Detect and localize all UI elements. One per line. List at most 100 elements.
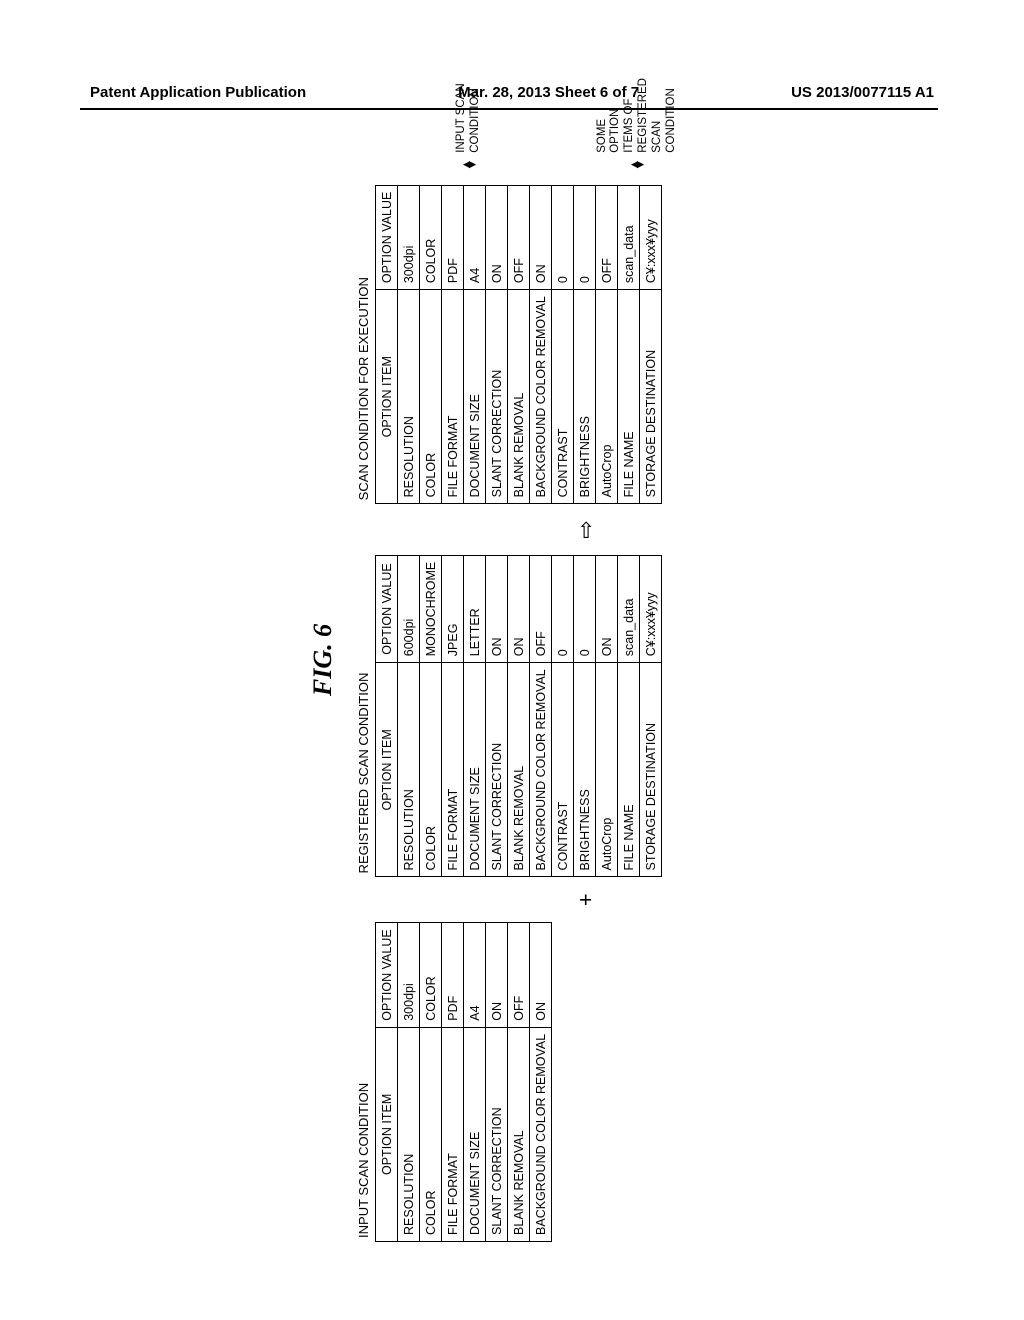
plus-icon: + [573, 891, 599, 908]
annotations: ▲ ▼ INPUT SCAN CONDITION ▲ ▼ SOME OPTION… [356, 78, 716, 171]
table-cell: A4 [464, 923, 486, 1027]
table-cell: 0 [574, 185, 596, 289]
table-registered-body: RESOLUTION600dpiCOLORMONOCHROMEFILE FORM… [398, 555, 662, 877]
table-cell: ON [486, 185, 508, 289]
table-cell: 0 [552, 185, 574, 289]
col-header: OPTION VALUE [376, 923, 398, 1027]
table-row: FILE NAMEscan_data [618, 185, 640, 504]
header-right: US 2013/0077115 A1 [791, 84, 934, 101]
table-cell: COLOR [420, 185, 442, 289]
table-cell: STORAGE DESTINATION [640, 290, 662, 504]
table-cell: CONTRAST [552, 290, 574, 504]
table-execution-block: SCAN CONDITION FOR EXECUTION OPTION ITEM… [356, 185, 662, 505]
table-cell: RESOLUTION [398, 290, 420, 504]
table-cell: PDF [442, 923, 464, 1027]
table-row: OPTION ITEM OPTION VALUE [376, 923, 398, 1242]
table-cell: BACKGROUND COLOR REMOVAL [530, 663, 552, 877]
table-cell: OFF [508, 185, 530, 289]
table-cell: BLANK REMOVAL [508, 290, 530, 504]
table-execution: OPTION ITEM OPTION VALUE RESOLUTION300dp… [375, 185, 662, 505]
table-row: RESOLUTION600dpi [398, 555, 420, 877]
table-input-block: INPUT SCAN CONDITION OPTION ITEM OPTION … [356, 922, 552, 1242]
table-row: CONTRAST0 [552, 555, 574, 877]
table-cell: BLANK REMOVAL [508, 1027, 530, 1241]
table-row: BACKGROUND COLOR REMOVALON [530, 923, 552, 1242]
table-input-body: RESOLUTION300dpiCOLORCOLORFILE FORMATPDF… [398, 923, 552, 1242]
table-row: DOCUMENT SIZEA4 [464, 185, 486, 504]
table-row: AutoCropON [596, 555, 618, 877]
table-execution-title: SCAN CONDITION FOR EXECUTION [356, 185, 371, 505]
table-cell: 0 [552, 555, 574, 662]
table-registered: OPTION ITEM OPTION VALUE RESOLUTION600dp… [375, 555, 662, 878]
table-row: FILE NAMEscan_data [618, 555, 640, 877]
col-header: OPTION ITEM [376, 290, 398, 504]
table-cell: MONOCHROME [420, 555, 442, 662]
arrow-down-icon: ▼ [637, 159, 643, 171]
table-cell: ON [530, 923, 552, 1027]
table-cell: scan_data [618, 185, 640, 289]
table-cell: 300dpi [398, 185, 420, 289]
table-row: FILE FORMATPDF [442, 923, 464, 1242]
table-cell: BACKGROUND COLOR REMOVAL [530, 290, 552, 504]
table-cell: SLANT CORRECTION [486, 1027, 508, 1241]
table-cell: DOCUMENT SIZE [464, 290, 486, 504]
table-registered-block: REGISTERED SCAN CONDITION OPTION ITEM OP… [356, 555, 662, 878]
col-header: OPTION ITEM [376, 663, 398, 877]
table-cell: COLOR [420, 290, 442, 504]
table-cell: COLOR [420, 663, 442, 877]
col-header: OPTION VALUE [376, 185, 398, 289]
arrow-down-icon: ▼ [469, 159, 475, 171]
table-execution-body: RESOLUTION300dpiCOLORCOLORFILE FORMATPDF… [398, 185, 662, 504]
table-row: DOCUMENT SIZEA4 [464, 923, 486, 1242]
table-cell: OFF [530, 555, 552, 662]
annotation-top-text: INPUT SCAN CONDITION [455, 78, 483, 153]
bracket-icon: ▲ ▼ [463, 159, 475, 171]
table-cell: FILE FORMAT [442, 1027, 464, 1241]
annotation-bottom: ▲ ▼ SOME OPTION ITEMS OF REGISTERED SCAN… [558, 78, 716, 171]
annotation-top: ▲ ▼ INPUT SCAN CONDITION [384, 78, 554, 171]
table-cell: FILE FORMAT [442, 290, 464, 504]
table-cell: C¥:xxx¥yyy [640, 185, 662, 289]
table-cell: AutoCrop [596, 663, 618, 877]
table-row: STORAGE DESTINATIONC¥:xxx¥yyy [640, 555, 662, 877]
table-row: RESOLUTION300dpi [398, 185, 420, 504]
table-cell: STORAGE DESTINATION [640, 663, 662, 877]
table-row: COLORCOLOR [420, 185, 442, 504]
table-row: COLORCOLOR [420, 923, 442, 1242]
table-cell: PDF [442, 185, 464, 289]
table-input: OPTION ITEM OPTION VALUE RESOLUTION300dp… [375, 922, 552, 1242]
table-input-title: INPUT SCAN CONDITION [356, 922, 371, 1242]
table-cell: ON [508, 555, 530, 662]
table-cell: OFF [508, 923, 530, 1027]
table-cell: 300dpi [398, 923, 420, 1027]
table-row: STORAGE DESTINATIONC¥:xxx¥yyy [640, 185, 662, 504]
table-row: BRIGHTNESS0 [574, 185, 596, 504]
table-cell: BACKGROUND COLOR REMOVAL [530, 1027, 552, 1241]
table-cell: BRIGHTNESS [574, 663, 596, 877]
table-cell: FILE NAME [618, 290, 640, 504]
col-header: OPTION VALUE [376, 555, 398, 662]
table-row: FILE FORMATJPEG [442, 555, 464, 877]
annotation-bottom-text: SOME OPTION ITEMS OF REGISTERED SCAN CON… [596, 78, 679, 153]
table-cell: SLANT CORRECTION [486, 290, 508, 504]
table-cell: JPEG [442, 555, 464, 662]
table-cell: C¥:xxx¥yyy [640, 555, 662, 662]
table-row: OPTION ITEM OPTION VALUE [376, 185, 398, 504]
table-row: DOCUMENT SIZELETTER [464, 555, 486, 877]
table-cell: CONTRAST [552, 663, 574, 877]
table-cell: scan_data [618, 555, 640, 662]
table-row: BLANK REMOVALOFF [508, 185, 530, 504]
table-cell: AutoCrop [596, 290, 618, 504]
table-row: SLANT CORRECTIONON [486, 555, 508, 877]
table-row: SLANT CORRECTIONON [486, 923, 508, 1242]
table-cell: RESOLUTION [398, 1027, 420, 1241]
page: Patent Application Publication Mar. 28, … [0, 0, 1024, 1320]
table-registered-title: REGISTERED SCAN CONDITION [356, 555, 371, 878]
arrow-icon: ⇨ [573, 518, 599, 540]
table-cell: FILE NAME [618, 663, 640, 877]
table-row: BLANK REMOVALOFF [508, 923, 530, 1242]
table-cell: FILE FORMAT [442, 663, 464, 877]
table-row: SLANT CORRECTIONON [486, 185, 508, 504]
table-cell: DOCUMENT SIZE [464, 663, 486, 877]
table-cell: ON [596, 555, 618, 662]
